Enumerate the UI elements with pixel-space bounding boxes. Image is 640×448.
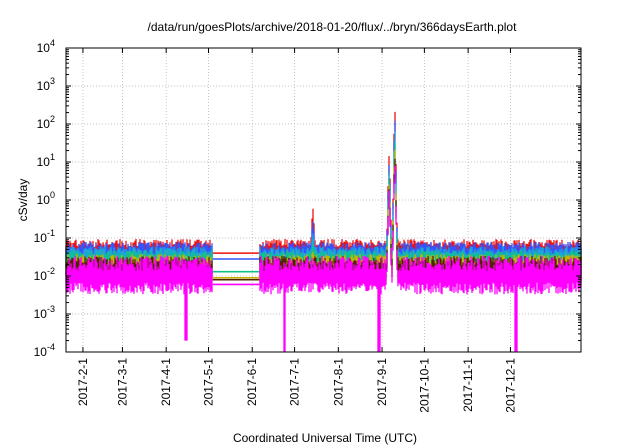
x-tick-label: 2017-9-1	[375, 358, 389, 406]
y-axis-label: cSv/day	[16, 179, 30, 222]
y-tick-label: 10-4	[34, 342, 55, 359]
x-axis-label: Coordinated Universal Time (UTC)	[233, 431, 417, 445]
plot-area	[66, 48, 581, 352]
x-tick-label: 2017-8-1	[331, 358, 345, 406]
y-tick-label: 101	[37, 152, 55, 169]
x-tick-label: 2017-4-1	[159, 358, 173, 406]
x-tick-label: 2017-11-1	[461, 358, 475, 412]
y-tick-label: 104	[37, 38, 55, 55]
y-tick-label: 100	[37, 190, 55, 207]
chart-title: /data/run/goesPlots/archive/2018-01-20/f…	[148, 20, 518, 34]
data-gap-levels	[212, 252, 260, 286]
x-tick-label: 2017-6-1	[245, 358, 259, 406]
x-tick-label: 2017-2-1	[76, 358, 90, 406]
y-tick-label: 102	[37, 114, 55, 131]
x-tick-label: 2017-5-1	[202, 358, 216, 406]
x-tick-label: 2017-12-1	[503, 358, 517, 413]
x-axis: 2017-2-1 2017-3-1 2017-4-1 2017-5-1 2017-6-1…	[76, 48, 517, 413]
y-tick-label: 10-2	[34, 266, 55, 283]
x-tick-label: 2017-7-1	[288, 358, 302, 406]
x-tick-label: 2017-10-1	[417, 358, 431, 413]
y-tick-label: 10-3	[34, 304, 55, 321]
y-tick-label: 103	[37, 76, 55, 93]
data-series	[65, 111, 582, 352]
x-tick-label: 2017-3-1	[115, 358, 129, 406]
y-tick-label: 10-1	[34, 228, 55, 245]
y-axis: 10-4 10-3 10-2 10-1 100 101 102 103 104	[34, 38, 581, 359]
